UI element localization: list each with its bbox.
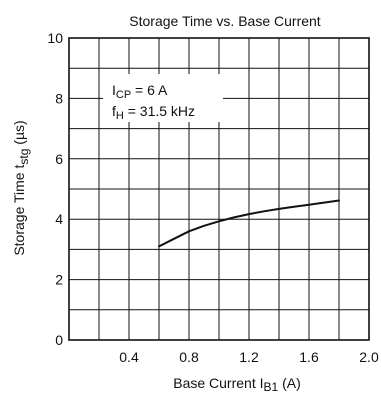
- series: [158, 199, 340, 248]
- y-tick-label: 6: [55, 151, 63, 167]
- y-tick-label: 0: [55, 332, 63, 348]
- annotation-background: [103, 74, 223, 122]
- tick-labels: 0.4 0.8 1.2 1.6 2.0 0 2 4 6 8 10: [47, 30, 379, 365]
- y-tick-label: 10: [47, 30, 63, 46]
- y-axis-label-unit: (µs): [11, 120, 27, 148]
- series-line: [158, 199, 340, 248]
- x-axis-label-sub: B1: [264, 380, 279, 394]
- annotation-icp-main: I: [112, 82, 116, 98]
- y-tick-label: 8: [55, 90, 63, 106]
- x-tick-label: 1.6: [299, 349, 319, 365]
- x-axis-label-unit: (A): [278, 375, 301, 391]
- annotation-fh-main: f: [112, 103, 116, 119]
- y-tick-label: 4: [55, 211, 63, 227]
- annotation-fh-value: = 31.5 kHz: [124, 103, 195, 119]
- annotation-icp: ICP = 6 A: [112, 82, 168, 101]
- y-axis-label-main: Storage Time t: [11, 165, 27, 256]
- grid: [68, 37, 370, 341]
- chart-title: Storage Time vs. Base Current: [129, 13, 321, 29]
- x-axis-label: Base Current IB1 (A): [173, 375, 301, 394]
- y-tick-label: 2: [55, 272, 63, 288]
- x-tick-label: 2.0: [359, 349, 379, 365]
- x-tick-label: 1.2: [239, 349, 259, 365]
- annotation-icp-sub: CP: [116, 89, 131, 101]
- y-axis-label: Storage Time tstg (µs): [11, 120, 31, 255]
- y-axis-label-sub: stg: [17, 149, 31, 165]
- annotation-fh: fH = 31.5 kHz: [112, 103, 195, 122]
- annotation-icp-value: = 6 A: [131, 82, 168, 98]
- x-tick-label: 0.8: [179, 349, 199, 365]
- x-axis-label-main: Base Current I: [173, 375, 263, 391]
- annotation-fh-sub: H: [116, 110, 124, 122]
- x-tick-label: 0.4: [119, 349, 139, 365]
